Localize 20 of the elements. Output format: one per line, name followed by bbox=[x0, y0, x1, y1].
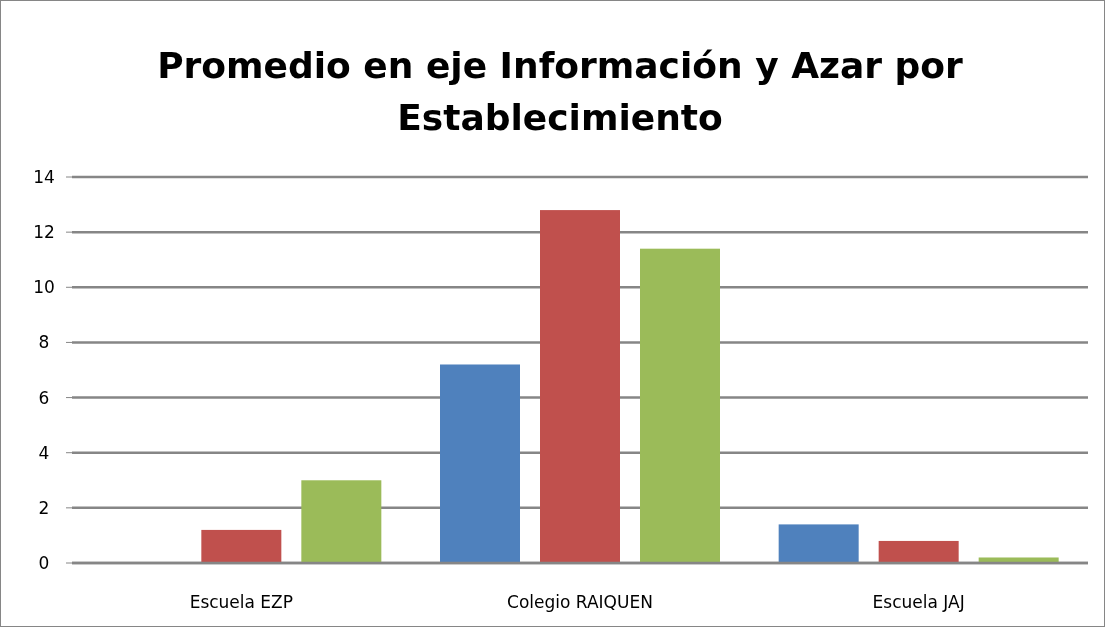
x-tick-label: Colegio RAIQUEN bbox=[507, 592, 653, 612]
y-tick-label: 4 bbox=[38, 442, 50, 463]
x-tick-label: Escuela EZP bbox=[189, 592, 294, 612]
bar bbox=[201, 529, 282, 563]
bar bbox=[540, 210, 620, 563]
x-tick-label: Escuela JAJ bbox=[872, 592, 965, 612]
y-tick-label: 0 bbox=[38, 552, 50, 573]
y-tick-label: 6 bbox=[38, 387, 50, 408]
y-tick-label: 14 bbox=[33, 166, 55, 187]
y-tick-label: 12 bbox=[33, 222, 55, 243]
bar bbox=[301, 480, 382, 563]
y-tick-label: 2 bbox=[38, 497, 50, 518]
chart-title: Promedio en eje Información y Azar por Establecimiento bbox=[157, 45, 964, 138]
y-tick-label: 8 bbox=[38, 332, 50, 353]
bar bbox=[878, 540, 959, 563]
bar bbox=[778, 524, 859, 563]
bar bbox=[440, 364, 520, 563]
bar bbox=[978, 557, 1059, 563]
y-tick-label: 10 bbox=[33, 277, 55, 298]
bar bbox=[640, 248, 720, 563]
